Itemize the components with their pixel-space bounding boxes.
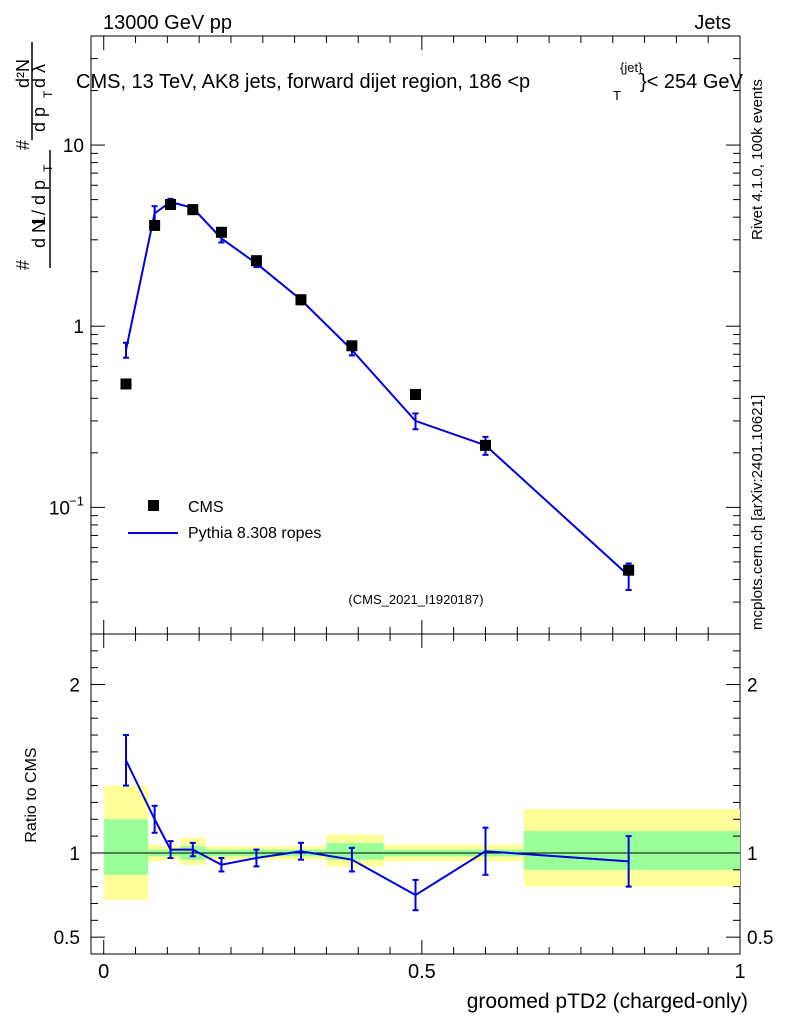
cms-data-point	[410, 388, 421, 400]
ylabel-dlambda: d λ	[29, 64, 49, 88]
ratio-band-inner	[523, 831, 740, 870]
ratio-ytick-label: 1	[69, 844, 80, 865]
ratio-ytick-label-right: 2	[747, 676, 758, 697]
main-ytick-label: 1	[73, 317, 84, 338]
cms-data-point	[187, 204, 199, 216]
ratio-ytick-label: 0.5	[54, 928, 80, 949]
main-ytick-label: 10	[63, 136, 84, 157]
main-ytick-label-exp: −1	[69, 493, 84, 508]
ratio-ylabel: Ratio to CMS	[23, 747, 40, 842]
ylabel-d2n: d²N	[13, 59, 33, 88]
ylabel-hash-1: #	[13, 260, 33, 270]
legend-mc-label: Pythia 8.308 ropes	[188, 525, 321, 542]
cms-data-point	[120, 378, 132, 390]
ratio-frame	[90, 633, 741, 955]
ratio-band-inner	[103, 819, 149, 875]
ylabel-hash-2: #	[13, 140, 33, 150]
mc-line	[125, 200, 630, 577]
analysis-id: (CMS_2021_I1920187)	[348, 592, 483, 607]
ylabel-sub-t2: T	[41, 90, 55, 98]
ratio-marks	[122, 734, 632, 912]
ylabel-one: 1	[29, 216, 49, 226]
ratio-axes: 0.5 0.51 12 20 0.5 1	[54, 634, 773, 983]
cms-data-point	[215, 226, 227, 238]
ylabel-denominator: d N / d p	[29, 180, 49, 248]
ylabel-sub-t1: T	[41, 164, 55, 172]
xlabel: groomed pTD2 (charged-only)	[467, 990, 748, 1013]
title-main: CMS, 13 TeV, AK8 jets, forward dijet reg…	[76, 71, 530, 93]
mcplots-label: mcplots.cern.ch [arXiv:2401.10621]	[749, 395, 766, 630]
main-frame	[90, 35, 741, 635]
ratio-bands	[91, 785, 740, 901]
title-end: }< 254 GeV	[640, 71, 744, 93]
ratio-xtick-label: 0	[98, 961, 109, 983]
legend: CMS Pythia 8.308 ropes	[128, 499, 321, 542]
main-ylabel: # 1 d N / d p T # d²N d p T d λ	[13, 42, 55, 270]
cms-data-point	[479, 439, 491, 451]
cms-data-point	[165, 198, 177, 210]
cms-data-point	[295, 294, 307, 306]
ratio-ytick-label-right: 1	[747, 844, 758, 865]
ylabel-dpt: d p	[29, 107, 49, 132]
title-sub: T	[613, 88, 621, 103]
beam-label: 13000 GeV pp	[103, 12, 232, 34]
legend-cms-marker	[148, 500, 159, 511]
ratio-band-inner	[326, 842, 384, 860]
plot-title: CMS, 13 TeV, AK8 jets, forward dijet reg…	[76, 60, 744, 103]
cms-data-point	[623, 564, 635, 576]
rivet-label: Rivet 4.1.0, 100k events	[749, 79, 766, 240]
cms-data-point	[346, 340, 358, 352]
group-label: Jets	[694, 12, 731, 34]
ratio-ytick-label-right: 0.5	[747, 928, 773, 949]
cms-data-point	[149, 219, 161, 231]
ratio-xtick-label: 1	[734, 961, 745, 983]
ratio-xtick-label: 0.5	[408, 961, 436, 983]
legend-cms-label: CMS	[188, 499, 224, 516]
main-ytick-label: 10	[49, 498, 70, 519]
cms-data-point	[250, 255, 262, 267]
title-sup: {jet}	[620, 60, 643, 75]
ratio-ytick-label: 2	[69, 676, 80, 697]
main-marks	[120, 197, 635, 591]
